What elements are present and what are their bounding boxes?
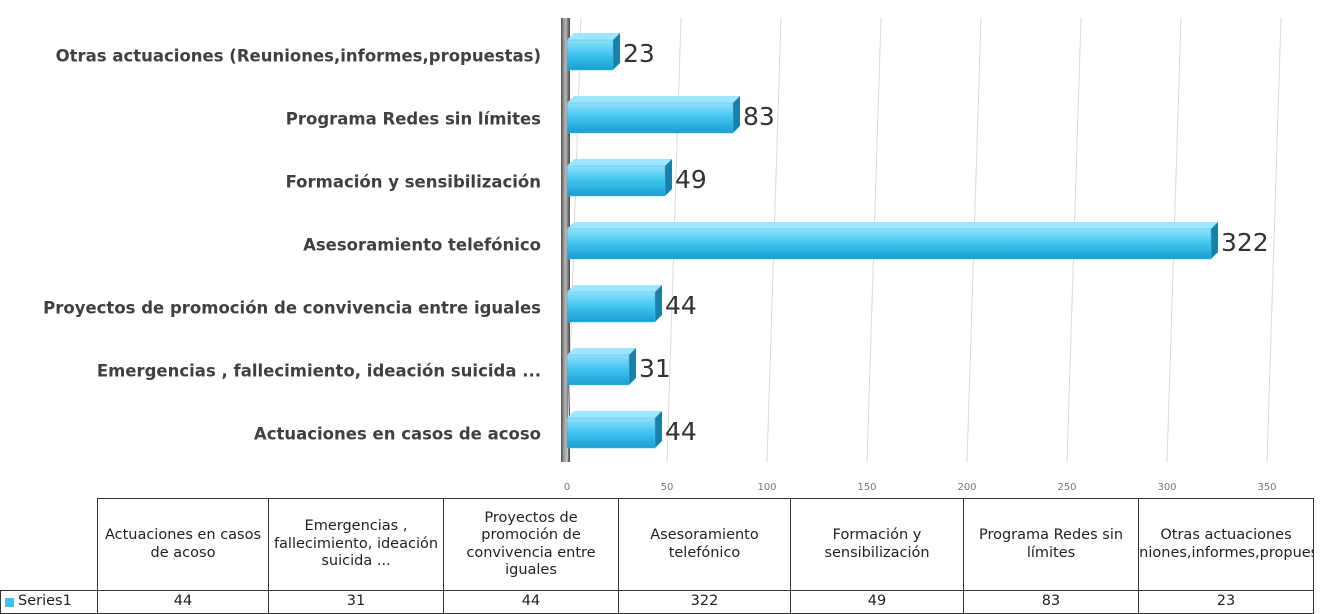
bar-top (567, 222, 1218, 229)
bar-side (733, 96, 740, 133)
bar (566, 417, 656, 449)
bar-top (567, 348, 636, 355)
table-value: 23 (1138, 590, 1314, 614)
table-value: 44 (443, 590, 619, 614)
data-label: 23 (623, 39, 655, 68)
x-tick-label: 150 (857, 482, 876, 493)
data-label: 44 (665, 417, 697, 446)
axis-wall (561, 18, 570, 462)
bar-top (567, 411, 662, 418)
bar (566, 39, 614, 71)
table-header: Otras actuaciones (Reuniones,informes,pr… (1138, 498, 1314, 591)
bar-side (655, 285, 662, 322)
y-tick-label: Proyectos de promoción de convivencia en… (43, 299, 541, 318)
y-tick-label: Programa Redes sin límites (286, 110, 541, 129)
table-header: Actuaciones en casos de acoso (97, 498, 269, 591)
x-tick-label: 350 (1257, 482, 1276, 493)
bar-side (665, 159, 672, 196)
y-tick-label: Otras actuaciones (Reuniones,informes,pr… (56, 47, 541, 66)
bar (566, 228, 1212, 260)
chart: 0 50 100 150 200 250 300 350 Actuaciones en caso… (43, 17, 1282, 493)
data-label: 322 (1221, 228, 1269, 257)
bar-top (567, 33, 620, 40)
bar-side (613, 33, 620, 70)
table-header: Emergencias , fallecimiento, ideación su… (268, 498, 444, 591)
legend-label: Series1 (18, 593, 72, 610)
bar (566, 165, 666, 197)
data-label: 83 (743, 102, 775, 131)
y-tick-label: Formación y sensibilización (286, 173, 541, 192)
bar-side (629, 348, 636, 385)
data-label: 44 (665, 291, 697, 320)
bar (566, 102, 734, 134)
table-value: 322 (618, 590, 791, 614)
table-value: 49 (790, 590, 964, 614)
table-header: Asesoramiento telefónico (618, 498, 791, 591)
x-tick-label: 50 (661, 482, 674, 493)
y-tick-label: Actuaciones en casos de acoso (254, 425, 541, 444)
table-header: Formación y sensibilización (790, 498, 964, 591)
bar-side (655, 411, 662, 448)
table-value: 44 (97, 590, 269, 614)
bar-top (567, 96, 740, 103)
x-tick-label: 250 (1057, 482, 1076, 493)
bar-top (567, 159, 672, 166)
table-header: Proyectos de promoción de convivencia en… (443, 498, 619, 591)
grid-line (1266, 17, 1282, 463)
bar (566, 291, 656, 323)
table-header: Programa Redes sin límites (963, 498, 1139, 591)
x-tick-label: 100 (757, 482, 776, 493)
y-tick-label: Emergencias , fallecimiento, ideación su… (97, 362, 541, 381)
bar-side (1211, 222, 1218, 259)
legend-cell: Series1 (0, 590, 98, 614)
data-label: 49 (675, 165, 707, 194)
data-label: 31 (639, 354, 671, 383)
table-value: 83 (963, 590, 1139, 614)
x-tick-label: 0 (564, 482, 570, 493)
bar (566, 354, 630, 386)
table-value: 31 (268, 590, 444, 614)
bar-top (567, 285, 662, 292)
legend-swatch (5, 597, 14, 607)
y-tick-label: Asesoramiento telefónico (303, 236, 541, 255)
x-tick-label: 200 (957, 482, 976, 493)
x-tick-label: 300 (1157, 482, 1176, 493)
